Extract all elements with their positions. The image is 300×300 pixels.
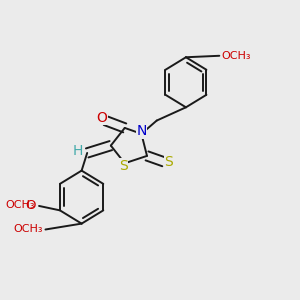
Text: O: O [97,111,107,124]
Text: S: S [164,155,173,169]
Text: OCH₃: OCH₃ [14,224,43,235]
Text: H: H [72,144,82,158]
Text: OCH₃: OCH₃ [5,200,35,210]
Text: N: N [136,124,147,138]
Text: S: S [119,159,128,172]
Text: OCH₃: OCH₃ [222,51,251,61]
Text: O: O [25,199,36,212]
